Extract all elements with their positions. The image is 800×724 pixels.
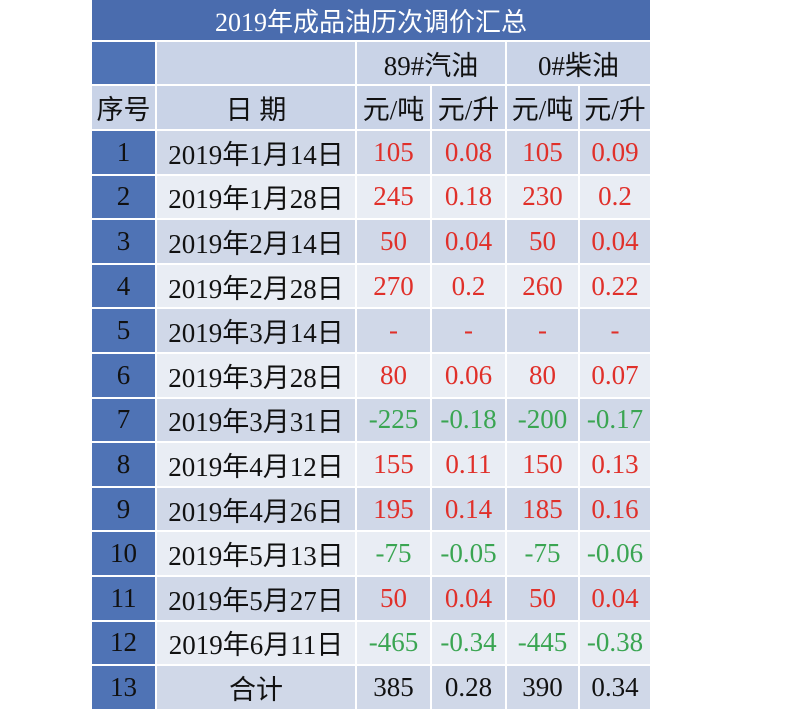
value-cell: 0.08 (432, 131, 507, 176)
date-cell: 2019年3月31日 (157, 398, 357, 444)
date-cell: 2019年1月14日 (157, 131, 357, 176)
value-cell: -0.18 (432, 398, 507, 444)
value-cell: 105 (507, 131, 580, 176)
value-cell: 150 (507, 443, 580, 488)
row-index: 2 (92, 175, 157, 221)
value-cell: 270 (357, 264, 432, 310)
value-cell: 80 (357, 354, 432, 399)
date-cell: 2019年3月28日 (157, 354, 357, 399)
corner-cell (92, 42, 157, 86)
table-title: 2019年成品油历次调价汇总 (92, 0, 652, 42)
blank-cell (157, 42, 357, 86)
value-cell: - (507, 309, 580, 354)
date-cell: 合计 (157, 666, 357, 711)
value-cell: 0.04 (580, 577, 652, 622)
date-cell: 2019年4月12日 (157, 443, 357, 488)
value-cell: 0.22 (580, 264, 652, 310)
value-cell: -0.05 (432, 532, 507, 577)
value-cell: 0.07 (580, 354, 652, 399)
value-cell: -75 (357, 532, 432, 577)
date-cell: 2019年2月14日 (157, 220, 357, 265)
value-cell: 0.04 (432, 220, 507, 265)
group-header: 89#汽油 (357, 42, 507, 86)
value-cell: -465 (357, 621, 432, 667)
value-cell: -0.17 (580, 398, 652, 444)
date-cell: 2019年6月11日 (157, 621, 357, 667)
value-cell: 390 (507, 666, 580, 711)
row-index: 10 (92, 532, 157, 577)
value-cell: 0.34 (580, 666, 652, 711)
value-cell: -200 (507, 398, 580, 444)
group-header: 0#柴油 (507, 42, 652, 86)
value-cell: 50 (357, 577, 432, 622)
date-cell: 2019年5月13日 (157, 532, 357, 577)
row-index: 3 (92, 220, 157, 265)
date-cell: 2019年3月14日 (157, 309, 357, 354)
row-index: 8 (92, 443, 157, 488)
value-cell: 230 (507, 175, 580, 221)
value-cell: - (580, 309, 652, 354)
column-header: 元/吨 (357, 86, 432, 131)
value-cell: -0.34 (432, 621, 507, 667)
value-cell: 385 (357, 666, 432, 711)
column-header: 元/吨 (507, 86, 580, 131)
row-index: 4 (92, 264, 157, 310)
value-cell: 0.14 (432, 487, 507, 533)
value-cell: -445 (507, 621, 580, 667)
value-cell: 0.06 (432, 354, 507, 399)
value-cell: 50 (357, 220, 432, 265)
value-cell: -0.06 (580, 532, 652, 577)
row-index: 6 (92, 354, 157, 399)
value-cell: 0.2 (580, 175, 652, 221)
column-header: 元/升 (580, 86, 652, 131)
column-header: 元/升 (432, 86, 507, 131)
value-cell: 0.16 (580, 487, 652, 533)
value-cell: -225 (357, 398, 432, 444)
row-index: 5 (92, 309, 157, 354)
row-index: 13 (92, 666, 157, 711)
value-cell: - (432, 309, 507, 354)
value-cell: 195 (357, 487, 432, 533)
value-cell: 0.13 (580, 443, 652, 488)
row-index: 11 (92, 577, 157, 622)
date-cell: 2019年1月28日 (157, 175, 357, 221)
row-index: 9 (92, 487, 157, 533)
value-cell: -0.38 (580, 621, 652, 667)
date-cell: 2019年5月27日 (157, 577, 357, 622)
row-index: 12 (92, 621, 157, 667)
value-cell: 0.04 (580, 220, 652, 265)
date-cell: 2019年4月26日 (157, 487, 357, 533)
column-header: 序号 (92, 86, 157, 131)
row-index: 7 (92, 398, 157, 444)
value-cell: 0.2 (432, 264, 507, 310)
value-cell: 0.09 (580, 131, 652, 176)
value-cell: 105 (357, 131, 432, 176)
date-cell: 2019年2月28日 (157, 264, 357, 310)
value-cell: 0.11 (432, 443, 507, 488)
value-cell: - (357, 309, 432, 354)
value-cell: 245 (357, 175, 432, 221)
value-cell: 50 (507, 577, 580, 622)
value-cell: 0.18 (432, 175, 507, 221)
row-index: 1 (92, 131, 157, 176)
value-cell: 155 (357, 443, 432, 488)
value-cell: 80 (507, 354, 580, 399)
value-cell: 0.04 (432, 577, 507, 622)
column-header: 日 期 (157, 86, 357, 131)
value-cell: -75 (507, 532, 580, 577)
value-cell: 185 (507, 487, 580, 533)
value-cell: 0.28 (432, 666, 507, 711)
value-cell: 50 (507, 220, 580, 265)
value-cell: 260 (507, 264, 580, 310)
